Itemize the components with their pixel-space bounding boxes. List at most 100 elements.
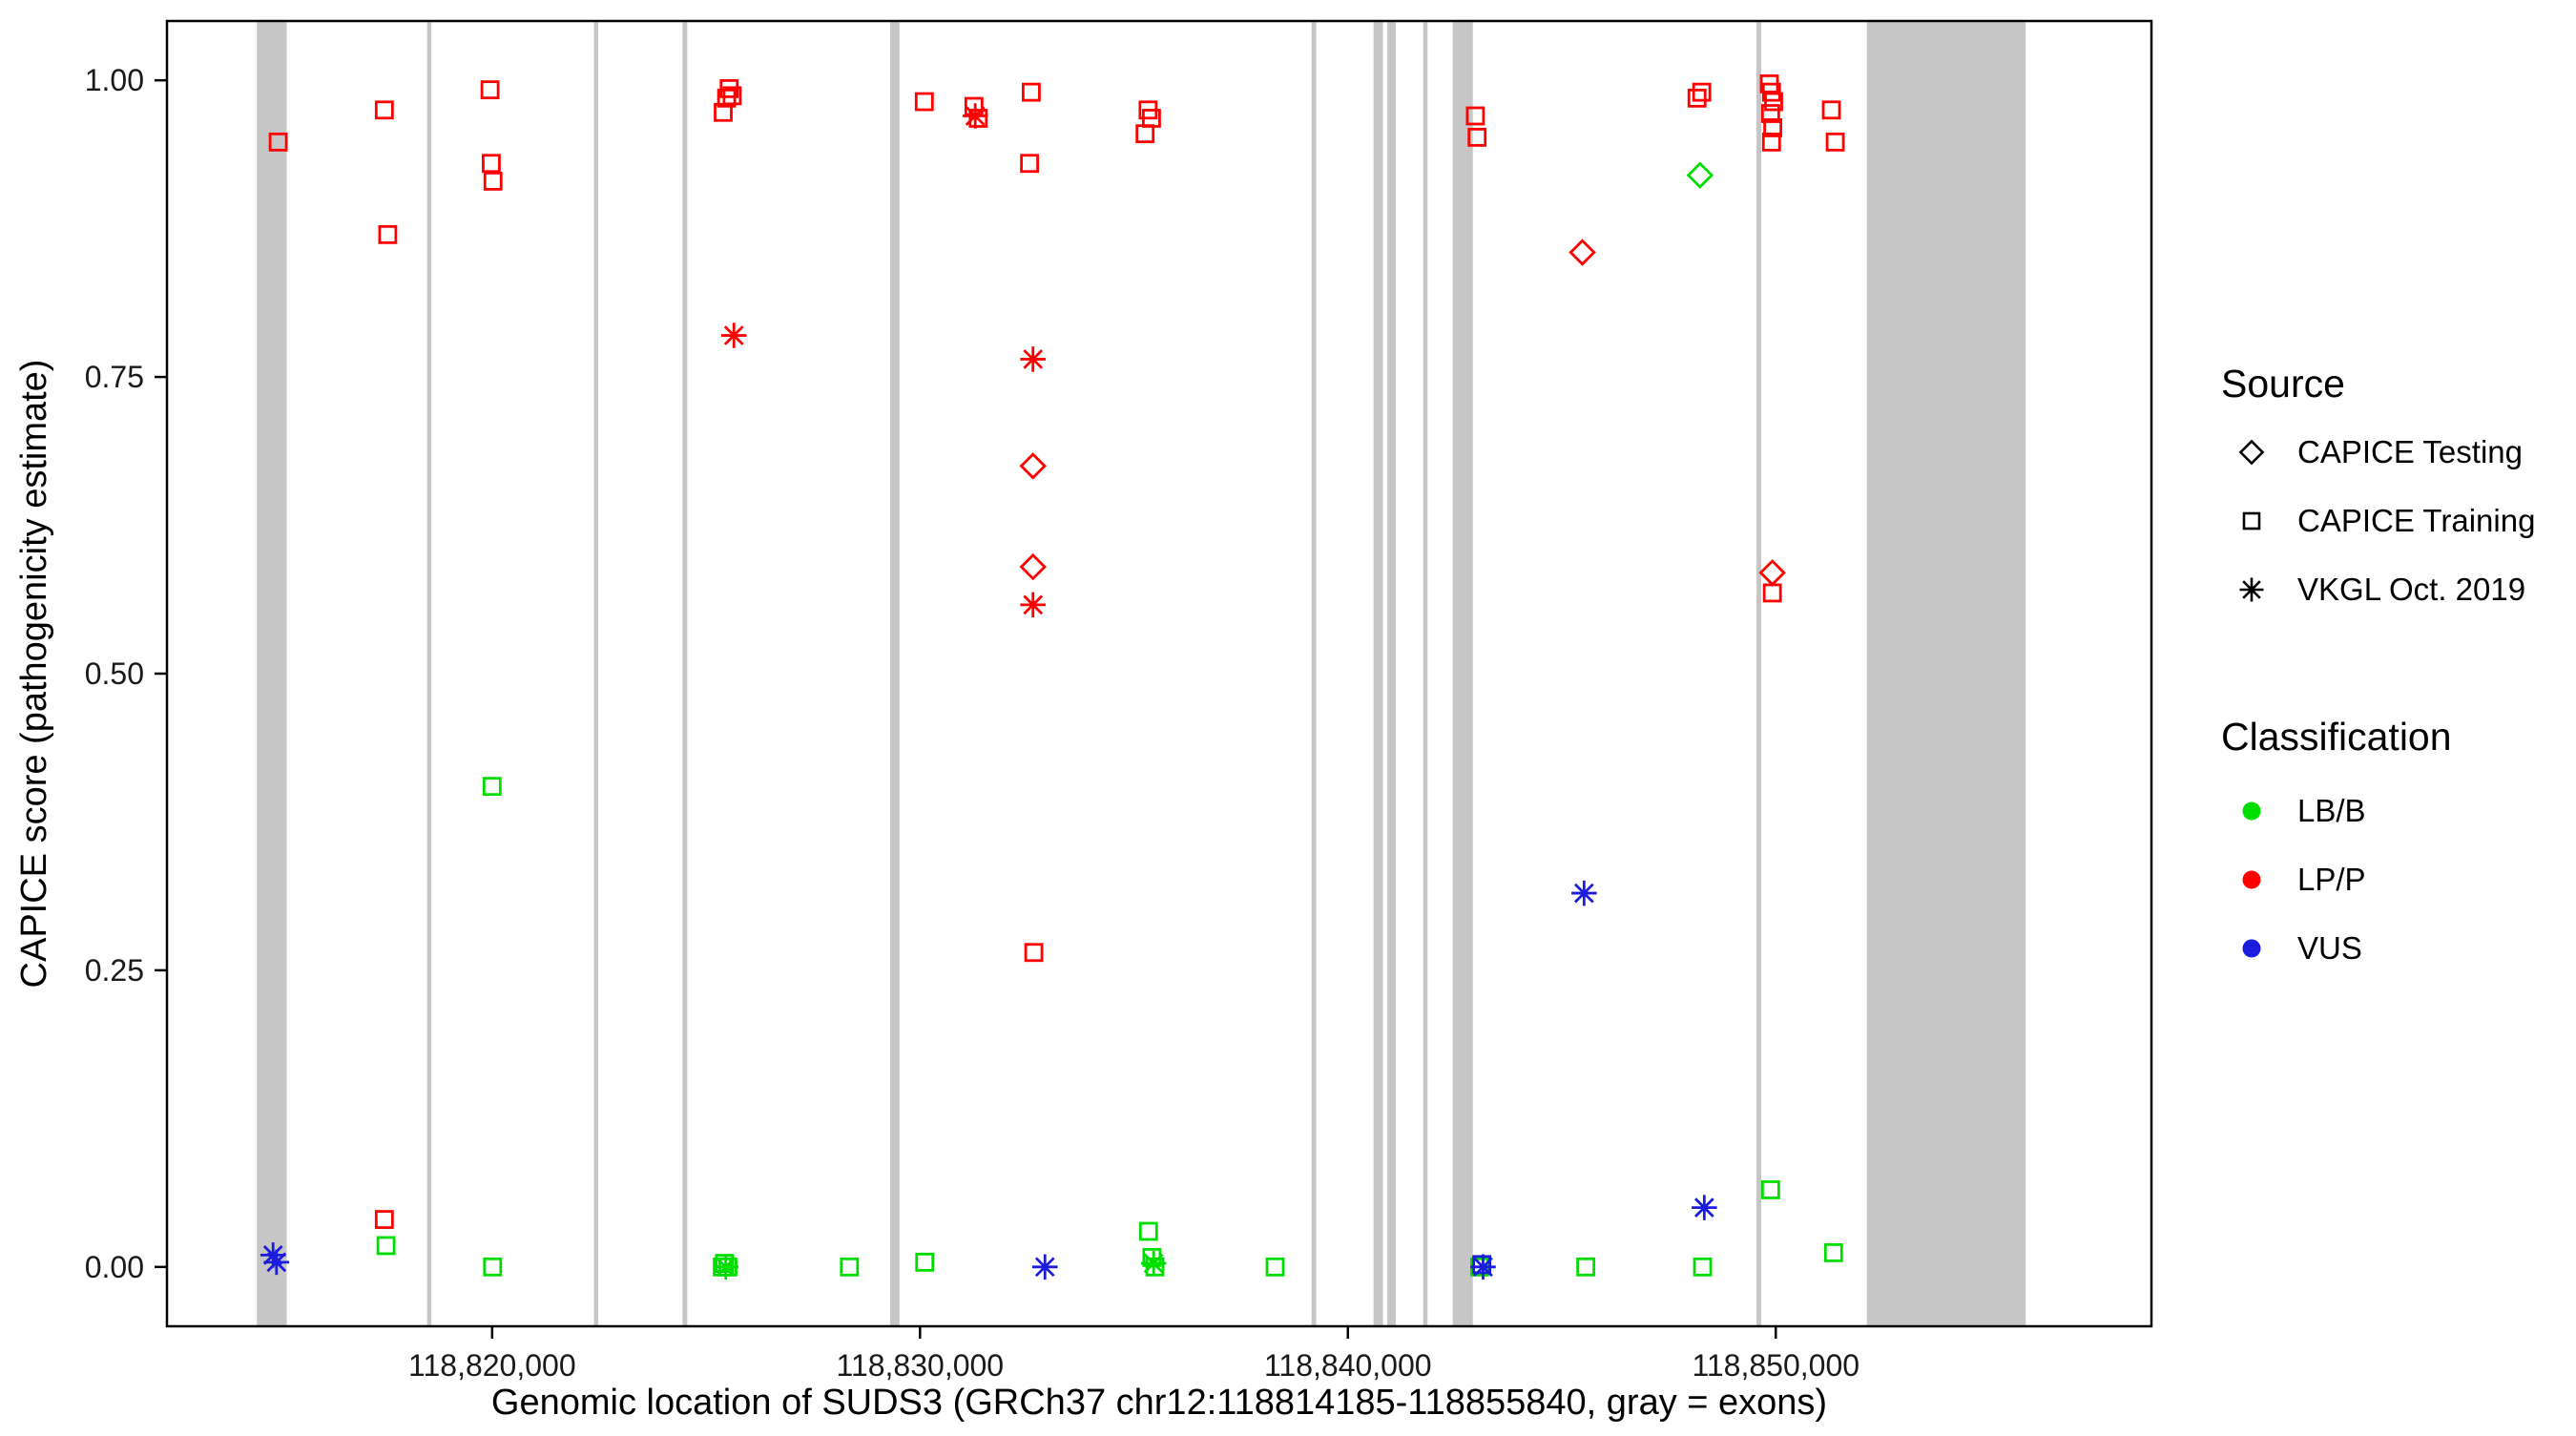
square-icon <box>1024 943 1044 963</box>
y-tick-label: 1.00 <box>85 63 144 97</box>
asterisk-icon <box>1470 1254 1496 1280</box>
legend-item-label: LP/P <box>2297 862 2366 897</box>
legend-item-LB/B: LB/B <box>2242 793 2366 828</box>
asterisk-icon <box>1032 1254 1058 1280</box>
diamond-icon <box>1019 452 1047 480</box>
square-icon <box>378 224 398 244</box>
square-icon <box>1265 1257 1285 1277</box>
legend-source-items: CAPICE Testing CAPICE Training VKGL Oct. 2… <box>2238 434 2535 607</box>
diamond-icon <box>1686 161 1714 189</box>
legend-item-label: VUS <box>2297 930 2362 966</box>
y-tick-label: 0.50 <box>85 656 144 691</box>
square-icon <box>718 1257 737 1277</box>
y-tick-label: 0.75 <box>85 360 144 394</box>
square-icon <box>482 154 501 174</box>
y-tick-label: 0.00 <box>85 1250 144 1284</box>
legend-item-label: CAPICE Training <box>2297 503 2535 538</box>
asterisk-icon <box>263 1249 290 1276</box>
exon-region <box>1373 22 1383 1325</box>
exon-region <box>1756 22 1761 1325</box>
diamond-icon <box>1568 239 1596 266</box>
exon-region <box>426 22 432 1325</box>
x-tick-label: 118,840,000 <box>1264 1348 1432 1383</box>
square-icon <box>840 1257 860 1277</box>
square-icon <box>1138 1221 1158 1241</box>
square-icon <box>374 1210 394 1229</box>
legend-classification-title: Classification <box>2221 715 2452 759</box>
exon-region <box>1311 22 1317 1325</box>
legend-item-label: VKGL Oct. 2019 <box>2297 572 2525 607</box>
square-icon <box>1821 100 1841 120</box>
classification-dot-icon <box>2242 801 2261 821</box>
square-icon <box>1576 1257 1596 1277</box>
legend-classification-items: LB/B LP/P VUS <box>2242 793 2366 966</box>
diamond-icon <box>2238 439 2265 466</box>
y-axis-title: CAPICE score (pathogenicity estimate) <box>14 360 54 989</box>
asterisk-icon <box>260 1242 286 1268</box>
classification-dot-icon <box>2242 870 2261 889</box>
data-points <box>260 74 1845 1280</box>
square-icon <box>1693 1257 1713 1277</box>
square-icon <box>2242 511 2261 531</box>
square-icon <box>717 88 737 108</box>
exon-region <box>1387 22 1397 1325</box>
square-icon <box>1467 127 1487 147</box>
asterisk-icon <box>1571 880 1597 906</box>
square-icon <box>1825 132 1845 152</box>
asterisk-icon <box>1020 346 1046 372</box>
square-icon <box>915 1252 935 1272</box>
square-icon <box>482 777 502 797</box>
asterisk-icon <box>962 103 988 129</box>
exon-region <box>1423 22 1428 1325</box>
asterisk-icon <box>1020 592 1046 618</box>
x-tick-label: 118,850,000 <box>1692 1348 1859 1383</box>
legend-item-label: LB/B <box>2297 793 2366 828</box>
square-icon <box>1760 104 1780 123</box>
legend: Source CAPICE Testing CAPICE Training VKGL… <box>2221 362 2535 966</box>
square-icon <box>376 1236 396 1256</box>
diamond-icon <box>1019 552 1047 581</box>
asterisk-icon <box>1692 1195 1717 1220</box>
legend-item-LP/P: LP/P <box>2242 862 2366 897</box>
panel-border <box>165 19 2153 1328</box>
axes: 118,820,000 118,830,000 118,840,000 118,850… <box>85 63 1859 1383</box>
legend-item-VUS: VUS <box>2242 930 2362 966</box>
exon-region <box>1866 22 2026 1325</box>
square-icon <box>914 92 934 112</box>
square-icon <box>722 86 742 106</box>
legend-item-label: CAPICE Testing <box>2297 434 2523 469</box>
asterisk-icon <box>720 323 747 348</box>
square-icon <box>483 1257 503 1277</box>
square-icon <box>1761 82 1781 102</box>
square-icon <box>1764 92 1783 112</box>
square-icon <box>374 100 394 120</box>
square-icon <box>1760 1180 1780 1199</box>
y-tick-label: 0.25 <box>85 953 144 988</box>
square-icon <box>1761 132 1781 152</box>
square-icon <box>1020 154 1040 174</box>
legend-item-diamond: CAPICE Testing <box>2238 434 2523 469</box>
asterisk-icon <box>2239 577 2264 602</box>
square-icon <box>268 132 288 152</box>
square-icon <box>480 80 500 100</box>
square-icon <box>1022 82 1041 102</box>
square-icon <box>1692 82 1712 102</box>
x-tick-label: 118,830,000 <box>837 1348 1005 1383</box>
square-icon <box>1465 106 1485 126</box>
x-axis-title: Genomic location of SUDS3 (GRCh37 chr12:… <box>491 1383 1827 1423</box>
legend-source-title: Source <box>2221 362 2345 406</box>
asterisk-icon <box>713 1254 738 1280</box>
exon-region <box>257 22 287 1325</box>
asterisk-icon <box>1140 1250 1167 1277</box>
square-icon <box>1823 1242 1843 1262</box>
square-icon <box>968 109 988 128</box>
exon-region <box>593 22 599 1325</box>
square-icon <box>1763 118 1783 137</box>
diamond-icon <box>1758 559 1786 587</box>
exon-region <box>682 22 688 1325</box>
square-icon <box>1762 583 1782 603</box>
exon-regions <box>257 22 2026 1325</box>
square-icon <box>1687 88 1707 108</box>
classification-dot-icon <box>2242 939 2261 958</box>
